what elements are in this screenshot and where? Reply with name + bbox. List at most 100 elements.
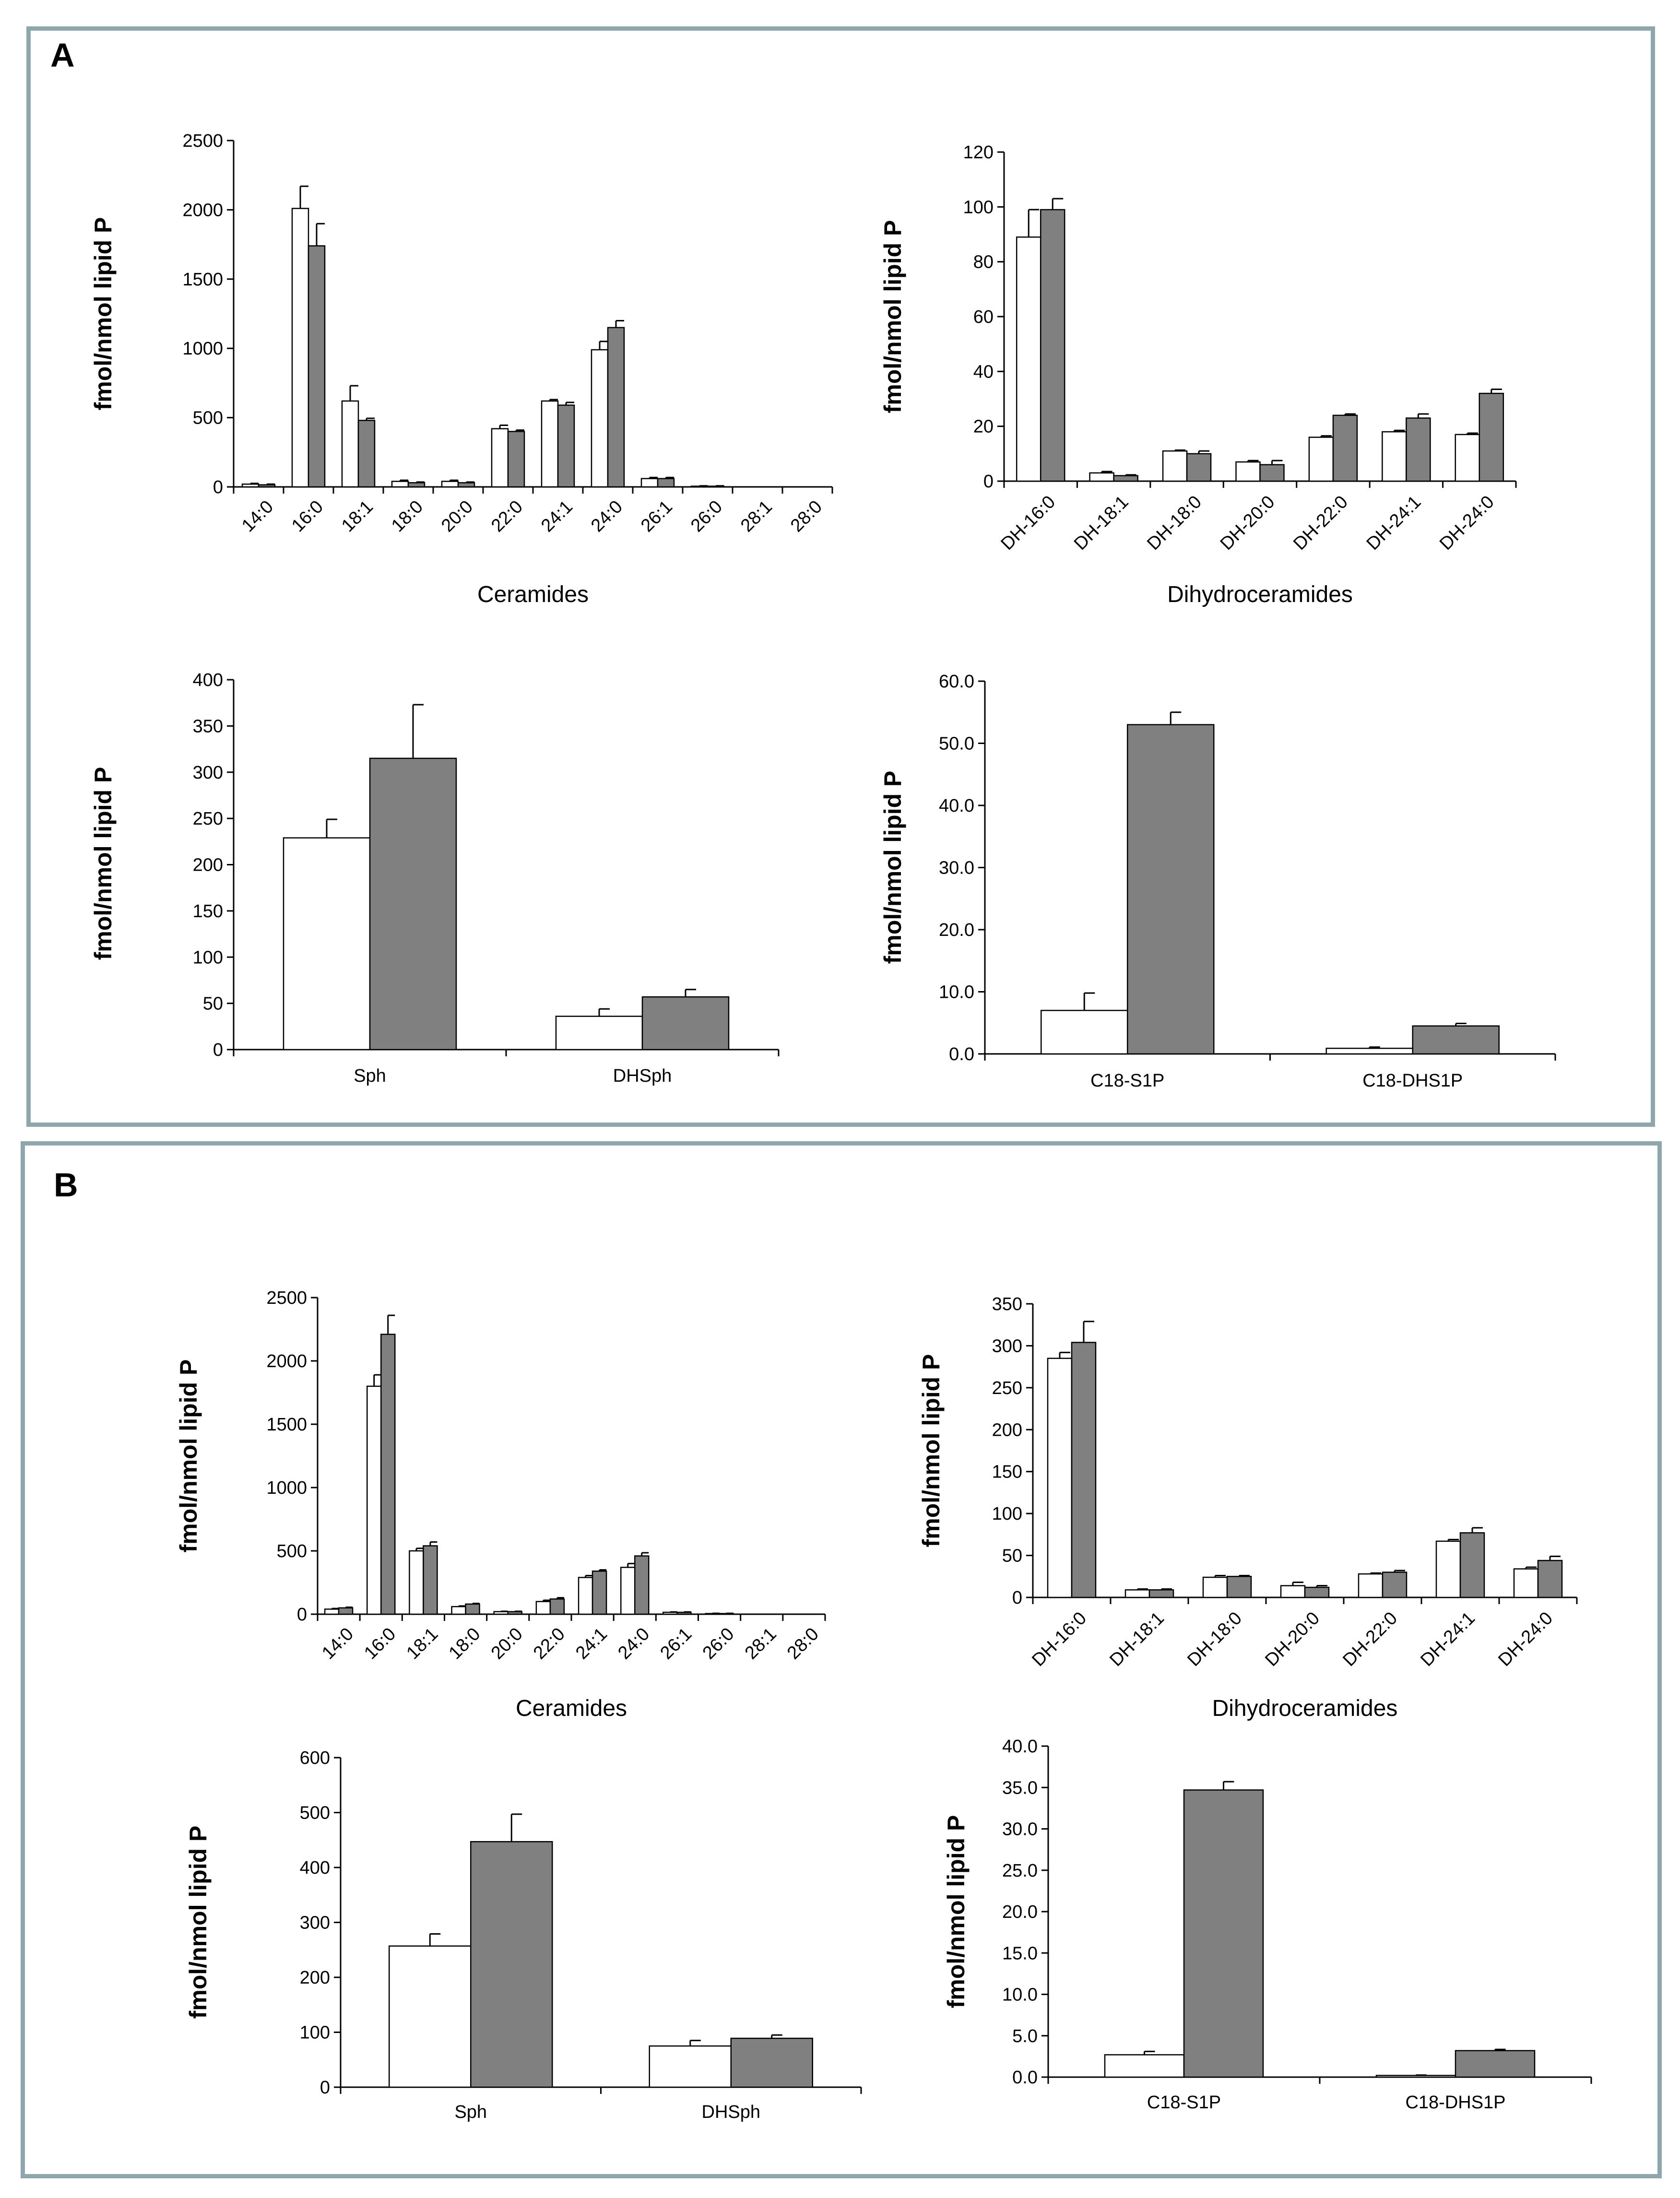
b-dihydroceramides-bar-filled	[1148, 1589, 1174, 1598]
a-ceramides-bar-filled	[607, 327, 625, 488]
a-ceramides-ytick-label: 1000	[182, 339, 223, 359]
b-ceramides-category-label: 28:1	[741, 1624, 781, 1663]
b-sph-ytick-label: 400	[300, 1858, 330, 1878]
a-dihydroceramides-bar-open	[1162, 450, 1188, 482]
b-ceramides-category-label: 26:1	[656, 1624, 696, 1663]
a-s1p-category-label: C18-DHS1P	[1362, 1071, 1463, 1091]
b-s1p-ytick-label: 10.0	[1002, 1985, 1038, 2005]
a-s1p-ytick-label: 20.0	[939, 920, 974, 940]
a-dihydroceramides-ytick-label: 60	[973, 307, 994, 327]
b-ceramides-y-label: fmol/nmol lipid P	[175, 1359, 202, 1553]
a-ceramides-bar-open	[640, 478, 659, 488]
b-dihydroceramides-bar-filled	[1382, 1572, 1408, 1598]
a-ceramides-ytick-label: 2000	[182, 200, 223, 220]
a-dihydroceramides-category-label: DH-20:0	[1217, 492, 1279, 554]
b-s1p-bar-filled	[1183, 1789, 1264, 2078]
a-ceramides-bar-filled	[258, 484, 276, 488]
b-ceramides-category-label: 26:0	[699, 1624, 738, 1663]
a-ceramides-bar-open	[491, 428, 509, 488]
a-sph-ytick-label: 400	[193, 670, 223, 690]
a-dihydroceramides-y-label: fmol/nmol lipid P	[879, 220, 906, 414]
a-dihydroceramides-x-label: Dihydroceramides	[1167, 582, 1353, 607]
b-ceramides-bar-filled	[465, 1603, 480, 1615]
a-dihydroceramides-category-label: DH-16:0	[997, 492, 1059, 554]
b-dihydroceramides-ytick-label: 50	[1002, 1546, 1022, 1566]
b-ceramides-ytick-label: 1000	[266, 1478, 307, 1498]
a-ceramides-category-label: 28:1	[737, 496, 776, 536]
a-sph-ytick-label: 200	[193, 855, 223, 875]
a-ceramides-category-label: 18:1	[338, 496, 377, 536]
a-ceramides-bar-filled	[557, 404, 575, 488]
b-dihydroceramides-category-label: DH-24:1	[1417, 1608, 1479, 1670]
b-dihydroceramides-ytick-label: 250	[992, 1378, 1022, 1398]
a-dihydroceramides-bar-open	[1455, 434, 1480, 482]
b-sph-y-label: fmol/nmol lipid P	[185, 1826, 212, 2019]
b-dihydroceramides-ytick-label: 350	[992, 1294, 1022, 1314]
a-sph-category-label: DHSph	[613, 1066, 672, 1086]
a-ceramides-category-label: 16:0	[288, 496, 327, 536]
b-ceramides-bar-open	[535, 1601, 551, 1615]
b-dihydroceramides-bar-open	[1202, 1576, 1228, 1598]
b-s1p-category-label: C18-DHS1P	[1405, 2092, 1505, 2113]
b-ceramides-bar-filled	[423, 1545, 438, 1615]
a-s1p-bar-filled	[1127, 724, 1215, 1055]
b-dihydroceramides-bar-open	[1513, 1568, 1539, 1598]
a-s1p-bar-open	[1041, 1010, 1128, 1055]
a-s1p-ytick-label: 50.0	[939, 734, 974, 754]
b-dihydroceramides-bar-filled	[1304, 1586, 1330, 1598]
b-s1p-ytick-label: 20.0	[1002, 1902, 1038, 1922]
a-ceramides-bar-open	[391, 481, 409, 488]
b-dihydroceramides-bar-filled	[1537, 1560, 1563, 1598]
b-sph-ytick-label: 300	[300, 1913, 330, 1933]
b-ceramides-ytick-label: 500	[277, 1541, 307, 1561]
b-sph-bar-filled	[470, 1841, 553, 2088]
a-dihydroceramides-bar-filled	[1186, 453, 1212, 482]
b-ceramides-bar-open	[451, 1606, 466, 1615]
b-dihydroceramides-ytick-label: 100	[992, 1504, 1022, 1524]
a-dihydroceramides-bar-open	[1308, 437, 1334, 482]
a-sph-ytick-label: 350	[193, 716, 223, 736]
a-dihydroceramides-category-label: DH-24:1	[1363, 492, 1425, 554]
a-ceramides-category-label: 18:0	[388, 496, 427, 536]
b-s1p-category-label: C18-S1P	[1147, 2092, 1221, 2113]
a-s1p-bar-open	[1325, 1048, 1413, 1055]
a-ceramides-bar-filled	[407, 482, 426, 488]
panel-b-letter: B	[54, 1166, 78, 1204]
b-dihydroceramides-ytick-label: 0	[1012, 1588, 1022, 1608]
b-ceramides-ytick-label: 2500	[266, 1288, 307, 1308]
a-sph-ytick-label: 100	[193, 947, 223, 968]
a-dihydroceramides-category-label: DH-18:1	[1070, 492, 1133, 554]
a-sph-ytick-label: 150	[193, 901, 223, 922]
a-ceramides-bar-open	[441, 481, 459, 488]
b-ceramides-bar-open	[493, 1611, 509, 1615]
b-s1p-y-label: fmol/nmol lipid P	[943, 1815, 970, 2009]
b-ceramides-category-label: 28:0	[783, 1624, 823, 1663]
b-ceramides-bar-open	[367, 1385, 382, 1615]
panel-a-letter: A	[50, 36, 75, 74]
b-ceramides-category-label: 22:0	[530, 1624, 569, 1663]
b-ceramides-ytick-label: 0	[297, 1605, 307, 1625]
a-s1p-ytick-label: 10.0	[939, 982, 974, 1003]
a-ceramides-category-label: 24:1	[537, 496, 577, 536]
a-ceramides-y-label: fmol/nmol lipid P	[90, 217, 117, 411]
b-ceramides-bar-open	[578, 1577, 593, 1615]
b-dihydroceramides-category-label: DH-20:0	[1261, 1608, 1324, 1670]
a-sph-category-label: Sph	[354, 1066, 386, 1086]
a-ceramides-category-label: 24:0	[587, 496, 627, 536]
a-dihydroceramides-bar-open	[1235, 461, 1261, 482]
b-sph-category-label: Sph	[454, 2102, 487, 2122]
b-ceramides-bar-filled	[634, 1555, 650, 1615]
a-ceramides-bar-open	[541, 400, 559, 488]
b-dihydroceramides-bar-open	[1280, 1585, 1306, 1598]
a-ceramides-ytick-label: 2500	[182, 131, 223, 151]
a-dihydroceramides-ytick-label: 120	[963, 142, 994, 163]
b-s1p-ytick-label: 30.0	[1002, 1820, 1038, 1840]
b-sph-ytick-label: 600	[300, 1748, 330, 1768]
a-s1p-y-label: fmol/nmol lipid P	[879, 771, 906, 964]
a-s1p-ytick-label: 60.0	[939, 672, 974, 692]
a-s1p-ytick-label: 40.0	[939, 796, 974, 816]
b-dihydroceramides-ytick-label: 300	[992, 1336, 1022, 1356]
b-s1p-ytick-label: 25.0	[1002, 1861, 1038, 1881]
a-sph-ytick-label: 250	[193, 809, 223, 829]
